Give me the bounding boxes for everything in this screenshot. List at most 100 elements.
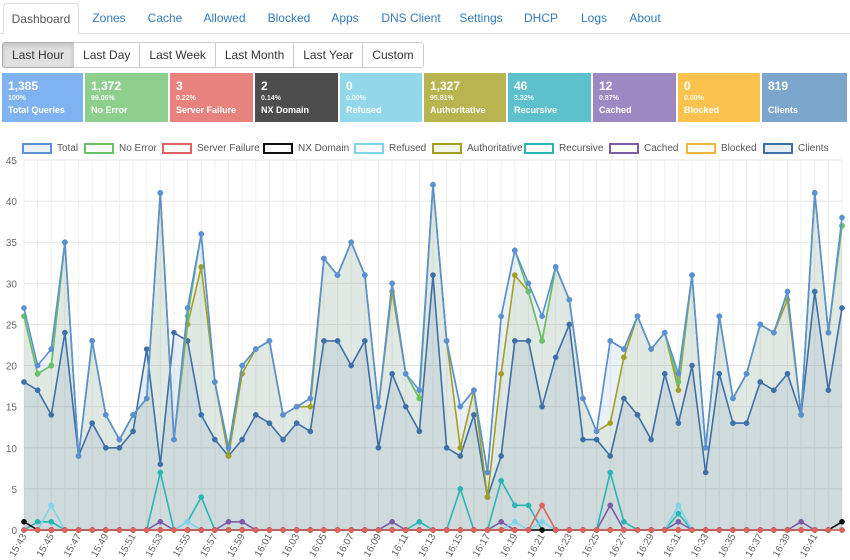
data-point [525, 527, 532, 533]
tab-dashboard[interactable]: Dashboard [3, 3, 79, 34]
data-point [634, 412, 641, 418]
data-point [648, 527, 654, 533]
data-point [457, 486, 464, 492]
data-point [293, 403, 300, 410]
data-point [607, 453, 614, 459]
data-point [375, 444, 382, 451]
range-last-hour-button[interactable]: Last Hour [2, 42, 75, 68]
data-point [552, 264, 559, 270]
data-point [48, 346, 55, 352]
data-point [239, 518, 245, 525]
x-tick-label: 15:51 [117, 532, 139, 560]
data-point [307, 395, 314, 402]
tab-dhcp[interactable]: DHCP [523, 11, 558, 25]
data-point [143, 346, 150, 352]
x-tick-label: 16:29 [635, 532, 657, 560]
stat-total-queries: 1,385 100% Total Queries [2, 73, 83, 122]
data-point [402, 527, 409, 533]
data-point [75, 453, 82, 459]
data-point [661, 527, 668, 533]
data-point [784, 370, 791, 377]
legend-item-recursive[interactable]: Recursive [524, 140, 603, 156]
data-point [716, 527, 723, 533]
legend-label: Server Failure [197, 142, 260, 154]
tab-about[interactable]: About [629, 11, 661, 25]
legend-item-no-error[interactable]: No Error [84, 140, 157, 156]
tab-dns-client[interactable]: DNS Client [381, 11, 441, 25]
series-area-clients [24, 275, 842, 530]
data-point [484, 494, 491, 500]
stat-percent: 0.00% [346, 95, 366, 102]
data-point [89, 420, 96, 426]
data-point [511, 272, 518, 278]
legend-item-nx-domain[interactable]: NX Domain [263, 140, 349, 156]
range-last-day-button[interactable]: Last Day [73, 42, 141, 68]
x-tick-label: 16:35 [716, 532, 738, 560]
legend-item-server-failure[interactable]: Server Failure [162, 140, 260, 156]
legend-label: No Error [119, 142, 157, 154]
tab-settings[interactable]: Settings [459, 11, 503, 25]
y-tick-label: 0 [11, 526, 17, 537]
stat-percent: 99.06% [91, 95, 115, 102]
data-point [675, 527, 682, 533]
data-point [825, 329, 832, 336]
legend-item-blocked[interactable]: Blocked [686, 140, 757, 156]
data-point [307, 428, 314, 435]
data-point [716, 370, 723, 377]
x-tick-label: 16:37 [744, 532, 766, 560]
legend-swatch [162, 142, 192, 154]
range-last-month-button[interactable]: Last Month [214, 42, 295, 68]
data-point [252, 346, 259, 352]
tab-cache[interactable]: Cache [147, 11, 183, 25]
tab-zones[interactable]: Zones [92, 11, 126, 25]
data-point [89, 527, 96, 533]
data-point [157, 190, 164, 196]
legend-item-refused[interactable]: Refused [354, 140, 426, 156]
data-point [280, 412, 286, 418]
data-point [457, 453, 464, 459]
data-point [702, 444, 709, 451]
data-point [48, 527, 55, 533]
tab-blocked[interactable]: Blocked [267, 11, 311, 25]
tab-allowed[interactable]: Allowed [203, 11, 246, 25]
stat-label: NX Domain [261, 105, 310, 115]
legend-item-clients[interactable]: Clients [763, 140, 829, 156]
data-point [62, 239, 68, 246]
data-point [539, 527, 545, 533]
data-point [498, 313, 505, 320]
legend-item-authoritative[interactable]: Authoritative [432, 140, 523, 156]
data-point [198, 494, 205, 500]
stat-label: Recursive [514, 105, 558, 115]
range-last-week-button[interactable]: Last Week [139, 42, 216, 68]
range-last-year-button[interactable]: Last Year [293, 42, 364, 68]
legend-label: Blocked [721, 142, 757, 154]
data-point [811, 190, 818, 196]
data-point [225, 453, 232, 459]
data-point [525, 502, 532, 509]
tab-logs[interactable]: Logs [580, 11, 608, 25]
data-point [634, 527, 641, 533]
stat-nx-domain: 2 0.14% NX Domain [255, 73, 338, 122]
stat-label: Authoritative [430, 105, 486, 115]
data-point [580, 527, 586, 533]
data-point [770, 527, 777, 533]
tab-apps[interactable]: Apps [331, 11, 359, 25]
x-tick-label: 16:11 [390, 532, 412, 559]
x-tick-label: 16:17 [471, 532, 493, 560]
data-point [143, 527, 150, 533]
data-point [730, 395, 736, 402]
data-point [89, 338, 96, 344]
legend-item-total[interactable]: Total [22, 140, 78, 156]
x-tick-label: 16:39 [771, 532, 793, 560]
x-tick-label: 16:09 [362, 532, 384, 560]
legend-label: NX Domain [298, 142, 350, 154]
range-custom-button[interactable]: Custom [362, 42, 424, 68]
legend-item-cached[interactable]: Cached [609, 140, 678, 156]
data-point [280, 436, 286, 443]
data-point [157, 461, 164, 468]
series-area-total [24, 184, 842, 530]
data-point [212, 436, 218, 443]
data-point [702, 469, 709, 476]
legend-swatch [22, 142, 52, 154]
